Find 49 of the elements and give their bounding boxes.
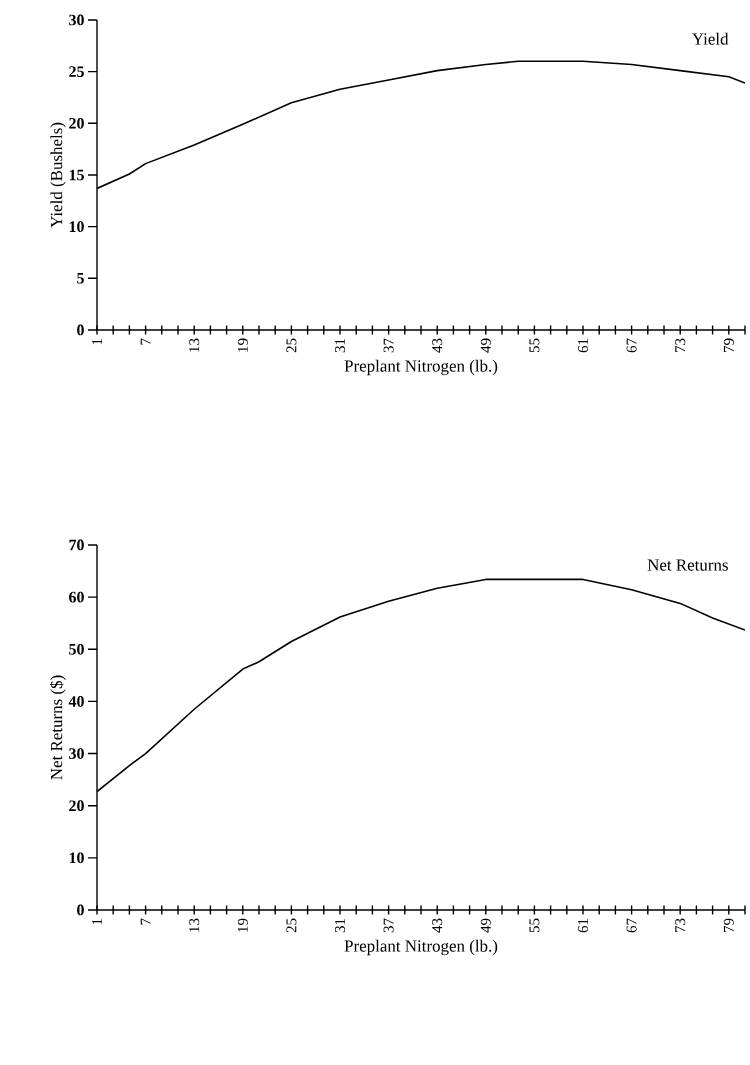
x-tick-label: 73 — [675, 338, 686, 352]
x-tick-label: 37 — [383, 338, 394, 353]
y-tick-label: 25 — [69, 66, 84, 78]
x-tick-label: 67 — [626, 918, 637, 933]
x-tick-label: 43 — [432, 918, 443, 933]
y-tick-label: 60 — [69, 591, 84, 603]
x-tick-label: 13 — [189, 338, 200, 352]
y-tick-label: 0 — [77, 904, 84, 916]
x-tick-label: 55 — [529, 338, 540, 353]
x-tick-label: 73 — [675, 918, 686, 932]
y-axis-title: Net Returns ($) — [49, 675, 66, 780]
x-tick-label: 79 — [723, 918, 734, 932]
x-tick-label: 25 — [286, 918, 297, 933]
series-label: Yield — [692, 32, 729, 45]
x-tick-label: 79 — [723, 338, 734, 352]
x-tick-label: 13 — [189, 918, 200, 932]
x-tick-label: 1 — [92, 918, 102, 925]
y-tick-label: 30 — [69, 748, 84, 759]
x-tick-label: 49 — [480, 338, 491, 353]
x-tick-label: 19 — [237, 918, 248, 932]
x-tick-label: 1 — [92, 338, 102, 345]
x-tick-label: 37 — [383, 918, 394, 933]
y-tick-label: 15 — [69, 169, 84, 181]
y-tick-label: 30 — [69, 14, 84, 26]
y-tick-label: 20 — [69, 117, 84, 129]
y-tick-label: 70 — [69, 539, 84, 551]
x-tick-label: 31 — [334, 918, 346, 933]
x-tick-label: 61 — [577, 338, 589, 353]
x-tick-label: 43 — [432, 338, 443, 353]
y-axis-title: Yield (Bushels) — [50, 122, 66, 228]
y-tick-label: 5 — [77, 273, 84, 284]
x-tick-label: 31 — [334, 338, 346, 353]
series-label: Net Returns — [647, 559, 728, 571]
y-tick-label: 10 — [69, 852, 84, 864]
x-tick-label: 25 — [286, 338, 297, 353]
y-tick-label: 20 — [69, 800, 84, 812]
x-tick-label: 55 — [529, 918, 540, 933]
x-tick-label: 67 — [626, 338, 637, 353]
x-tick-label: 19 — [237, 338, 248, 352]
x-axis-title: Preplant Nitrogen (lb.) — [344, 359, 498, 376]
y-tick-label: 50 — [69, 643, 84, 655]
y-tick-label: 0 — [77, 324, 84, 336]
x-tick-label: 7 — [140, 918, 151, 925]
x-tick-label: 49 — [480, 918, 491, 933]
x-axis-title: Preplant Nitrogen (lb.) — [344, 939, 498, 956]
x-tick-label: 7 — [140, 338, 151, 345]
y-tick-label: 10 — [69, 221, 84, 233]
x-tick-label: 61 — [577, 918, 589, 933]
y-tick-label: 40 — [68, 696, 84, 707]
